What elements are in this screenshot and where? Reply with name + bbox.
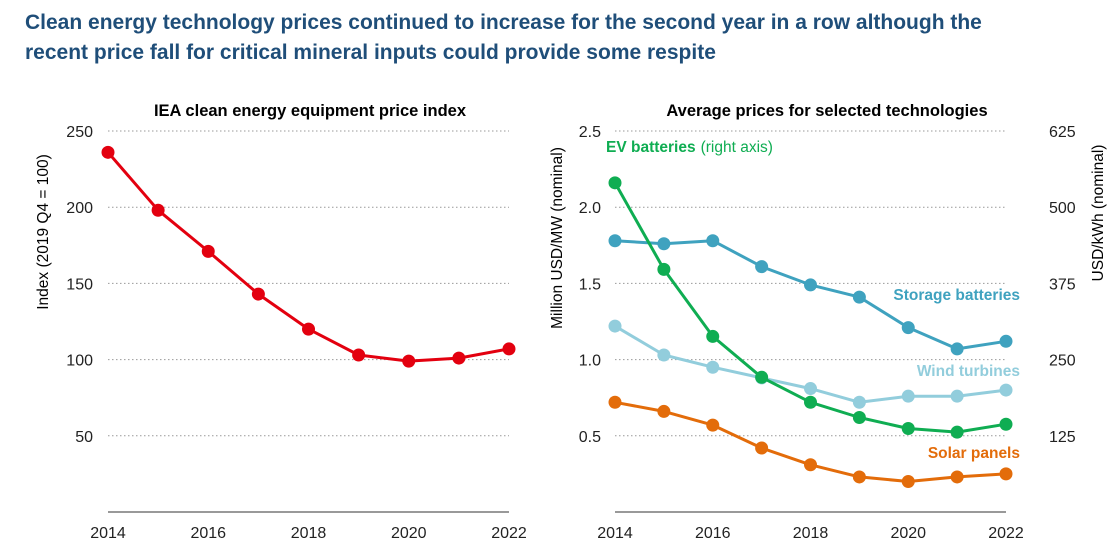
tech-prices-solar-panels-point xyxy=(852,470,866,484)
price-index-y-tick-label: 200 xyxy=(66,200,93,217)
price-index-series-point xyxy=(352,348,366,362)
price-index-x-tick-label: 2016 xyxy=(190,525,226,542)
tech-prices-y-tick-label: 2.0 xyxy=(579,200,601,217)
tech-prices-right-tick-label: 250 xyxy=(1049,353,1076,370)
tech-prices-storage-batteries-point xyxy=(852,290,866,304)
price-index-y-tick-label: 250 xyxy=(66,124,93,141)
tech-prices-ev-batteries-point xyxy=(999,417,1013,431)
tech-prices-ev-batteries-point xyxy=(804,395,817,409)
tech-prices-ev-batteries-point xyxy=(852,411,866,425)
tech-prices-x-tick-label: 2018 xyxy=(793,525,829,542)
tech-prices-ev-batteries-point xyxy=(657,262,671,276)
tech-prices-ev-batteries-point xyxy=(755,370,769,384)
tech-prices-wind-turbines-point xyxy=(901,389,915,403)
headline: Clean energy technology prices continued… xyxy=(25,8,1115,68)
solar-panels-label: Solar panels xyxy=(928,445,1020,462)
tech-prices-right-tick-label: 500 xyxy=(1049,200,1076,217)
tech-prices-solar-panels-point xyxy=(999,467,1013,481)
tech-prices-y-tick-label: 2.5 xyxy=(579,124,601,141)
tech-prices-x-tick-label: 2020 xyxy=(890,525,926,542)
price-index-x-tick-label: 2014 xyxy=(90,525,126,542)
tech-prices-solar-panels-point xyxy=(901,475,915,489)
tech-prices-ev-batteries-point xyxy=(608,176,622,190)
wind-turbines-label: Wind turbines xyxy=(917,363,1020,380)
price-index-chart-title: IEA clean energy equipment price index xyxy=(154,102,467,120)
tech-prices-solar-panels-point xyxy=(657,404,671,418)
tech-prices-solar-panels-point xyxy=(755,441,769,455)
price-index-series-point xyxy=(151,203,165,217)
tech-prices-solar-panels-point xyxy=(804,458,817,472)
tech-prices-solar-panels-point xyxy=(608,395,622,409)
price-index-x-tick-label: 2018 xyxy=(291,525,327,542)
tech-prices-wind-turbines-point xyxy=(950,389,964,403)
tech-prices-solar-panels-point xyxy=(950,470,964,484)
tech-prices-chart-title: Average prices for selected technologies xyxy=(666,102,987,120)
tech-prices-left-axis-label: Million USD/MW (nominal) xyxy=(549,147,566,329)
price-index-y-tick-label: 100 xyxy=(66,353,93,370)
tech-prices-storage-batteries-point xyxy=(999,334,1013,348)
price-index-series-point xyxy=(302,322,315,336)
price-index-series-point xyxy=(402,354,416,368)
tech-prices-solar-panels-point xyxy=(706,418,720,432)
tech-prices-ev-batteries-point xyxy=(706,329,720,343)
headline-line-2: recent price fall for critical mineral i… xyxy=(25,41,716,64)
tech-prices-right-tick-label: 375 xyxy=(1049,276,1076,293)
tech-prices-wind-turbines-point xyxy=(852,395,866,409)
tech-prices-wind-turbines-point xyxy=(608,319,622,333)
tech-prices-right-axis-label: USD/kWh (nominal) xyxy=(1090,145,1107,282)
price-index-chart: IEA clean energy equipment price index I… xyxy=(35,102,527,542)
price-index-series-point xyxy=(101,145,115,159)
ev-batteries-label: EV batteries (right axis) xyxy=(606,139,773,156)
tech-prices-storage-batteries-point xyxy=(608,234,622,248)
price-index-series-point xyxy=(452,351,466,365)
price-index-y-tick-label: 50 xyxy=(75,429,93,446)
tech-prices-wind-turbines-point xyxy=(706,360,720,374)
tech-prices-wind-turbines-point xyxy=(999,383,1013,397)
tech-prices-x-tick-label: 2016 xyxy=(695,525,731,542)
tech-prices-storage-batteries-point xyxy=(657,237,671,251)
price-index-series-point xyxy=(502,342,516,356)
price-index-x-tick-label: 2020 xyxy=(391,525,427,542)
tech-prices-storage-batteries-point xyxy=(901,321,915,335)
tech-prices-x-tick-label: 2014 xyxy=(597,525,633,542)
ev-batteries-name: EV batteries xyxy=(606,139,696,156)
tech-prices-ev-batteries-point xyxy=(901,421,915,435)
tech-prices-wind-turbines-point xyxy=(804,382,817,396)
price-index-series-point xyxy=(251,287,265,301)
tech-prices-wind-turbines-point xyxy=(657,348,671,362)
ev-batteries-note: (right axis) xyxy=(701,139,773,156)
tech-prices-y-tick-label: 1.5 xyxy=(579,276,601,293)
price-index-x-tick-label: 2022 xyxy=(491,525,527,542)
tech-prices-y-tick-label: 1.0 xyxy=(579,353,601,370)
tech-prices-chart: Average prices for selected technologies… xyxy=(549,102,1107,542)
tech-prices-storage-batteries-point xyxy=(804,278,817,292)
price-index-series-point xyxy=(201,244,215,258)
tech-prices-right-tick-label: 625 xyxy=(1049,124,1076,141)
tech-prices-storage-batteries-point xyxy=(950,342,964,356)
price-index-y-tick-label: 150 xyxy=(66,276,93,293)
storage-batteries-label: Storage batteries xyxy=(893,287,1020,304)
tech-prices-x-tick-label: 2022 xyxy=(988,525,1024,542)
headline-line-1: Clean energy technology prices continued… xyxy=(25,11,982,34)
tech-prices-storage-batteries-point xyxy=(755,260,769,274)
tech-prices-y-tick-label: 0.5 xyxy=(579,429,601,446)
tech-prices-storage-batteries-point xyxy=(706,234,720,248)
price-index-y-axis-label: Index (2019 Q4 = 100) xyxy=(35,154,52,310)
tech-prices-ev-batteries-point xyxy=(950,425,964,439)
tech-prices-right-tick-label: 125 xyxy=(1049,429,1076,446)
